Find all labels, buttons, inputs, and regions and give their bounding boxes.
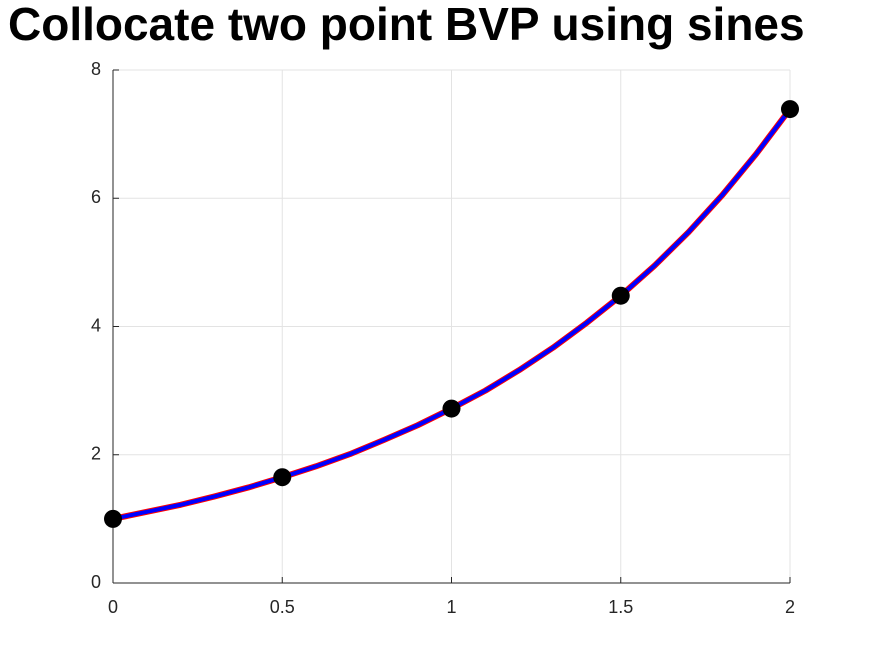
- x-tick-label: 1: [446, 597, 456, 617]
- x-tick-label: 2: [785, 597, 795, 617]
- y-tick-label: 6: [91, 187, 101, 207]
- x-tick-label: 0: [108, 597, 118, 617]
- y-tick-label: 0: [91, 572, 101, 592]
- marker: [273, 468, 292, 487]
- y-tick-label: 8: [91, 59, 101, 79]
- marker: [781, 100, 799, 119]
- marker: [104, 509, 122, 528]
- marker: [442, 399, 461, 418]
- marker: [611, 286, 630, 305]
- y-tick-label: 2: [91, 444, 101, 464]
- chart-title: Collocate two point BVP using sines: [8, 0, 805, 50]
- y-tick-label: 4: [91, 315, 101, 335]
- x-tick-label: 0.5: [270, 597, 295, 617]
- x-tick-label: 1.5: [608, 597, 633, 617]
